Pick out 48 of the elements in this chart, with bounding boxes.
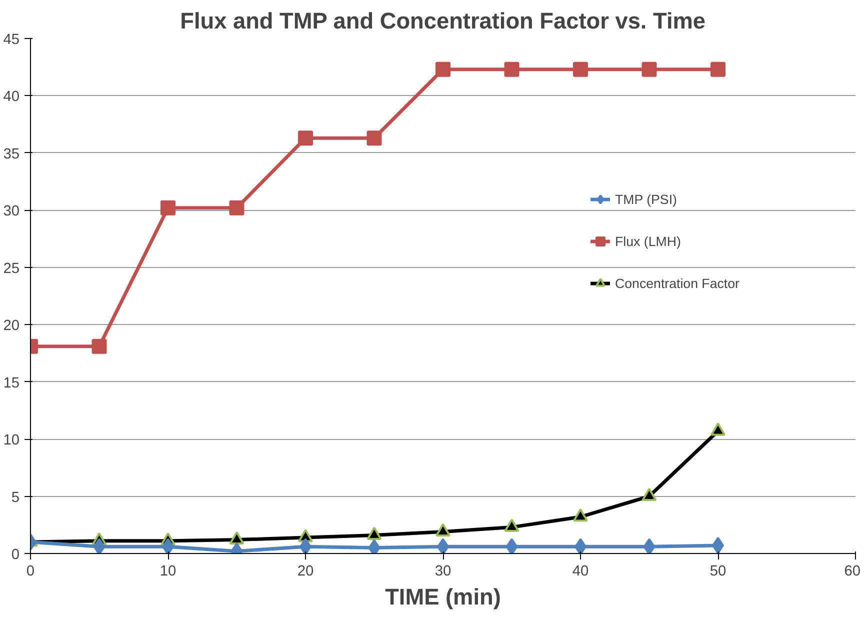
y-tick-label: 25 <box>3 260 20 277</box>
y-tick-label: 10 <box>3 432 20 449</box>
point <box>504 62 520 77</box>
chart-title: Flux and TMP and Concentration Factor vs. Time <box>180 8 706 34</box>
point <box>229 531 244 545</box>
point <box>642 488 657 502</box>
x-tick-label: 60 <box>844 564 861 580</box>
legend-label: Concentration Factor <box>615 276 740 290</box>
point <box>437 538 449 554</box>
x-tick-label: 40 <box>572 564 589 580</box>
y-tick-label: 5 <box>11 490 20 506</box>
point <box>712 536 724 554</box>
legend-label: Flux (LMH) <box>615 234 681 248</box>
point <box>160 200 176 216</box>
y-tick-label: 20 <box>3 318 20 334</box>
point <box>642 62 657 77</box>
point <box>504 518 520 532</box>
x-tick-label: 0 <box>26 564 35 580</box>
point <box>368 539 380 554</box>
point <box>710 422 726 436</box>
point <box>366 526 382 540</box>
point <box>92 338 107 354</box>
y-tick-label: 0 <box>11 547 20 563</box>
x-tick-label: 30 <box>434 564 452 580</box>
point <box>573 508 588 522</box>
y-tick-label: 15 <box>3 375 20 392</box>
point <box>506 538 518 554</box>
point <box>436 62 450 77</box>
point <box>162 538 174 554</box>
y-tick-label: 30 <box>3 204 20 220</box>
x-tick-label: 50 <box>710 564 726 580</box>
y-tick-label: 35 <box>3 146 20 162</box>
y-tick-label: 45 <box>3 32 20 48</box>
point <box>93 538 106 554</box>
point <box>298 130 313 146</box>
point <box>710 62 726 77</box>
y-tick-label: 40 <box>3 89 20 106</box>
x-axis-title: TIME (min) <box>385 584 501 610</box>
point <box>573 62 588 77</box>
point <box>436 523 450 537</box>
point <box>366 130 382 146</box>
point <box>229 200 244 216</box>
point <box>574 538 586 554</box>
point <box>643 538 656 554</box>
point <box>300 538 312 554</box>
legend-label: TMP (PSI) <box>615 192 677 206</box>
x-tick-label: 20 <box>297 564 314 580</box>
x-tick-label: 10 <box>160 564 176 580</box>
